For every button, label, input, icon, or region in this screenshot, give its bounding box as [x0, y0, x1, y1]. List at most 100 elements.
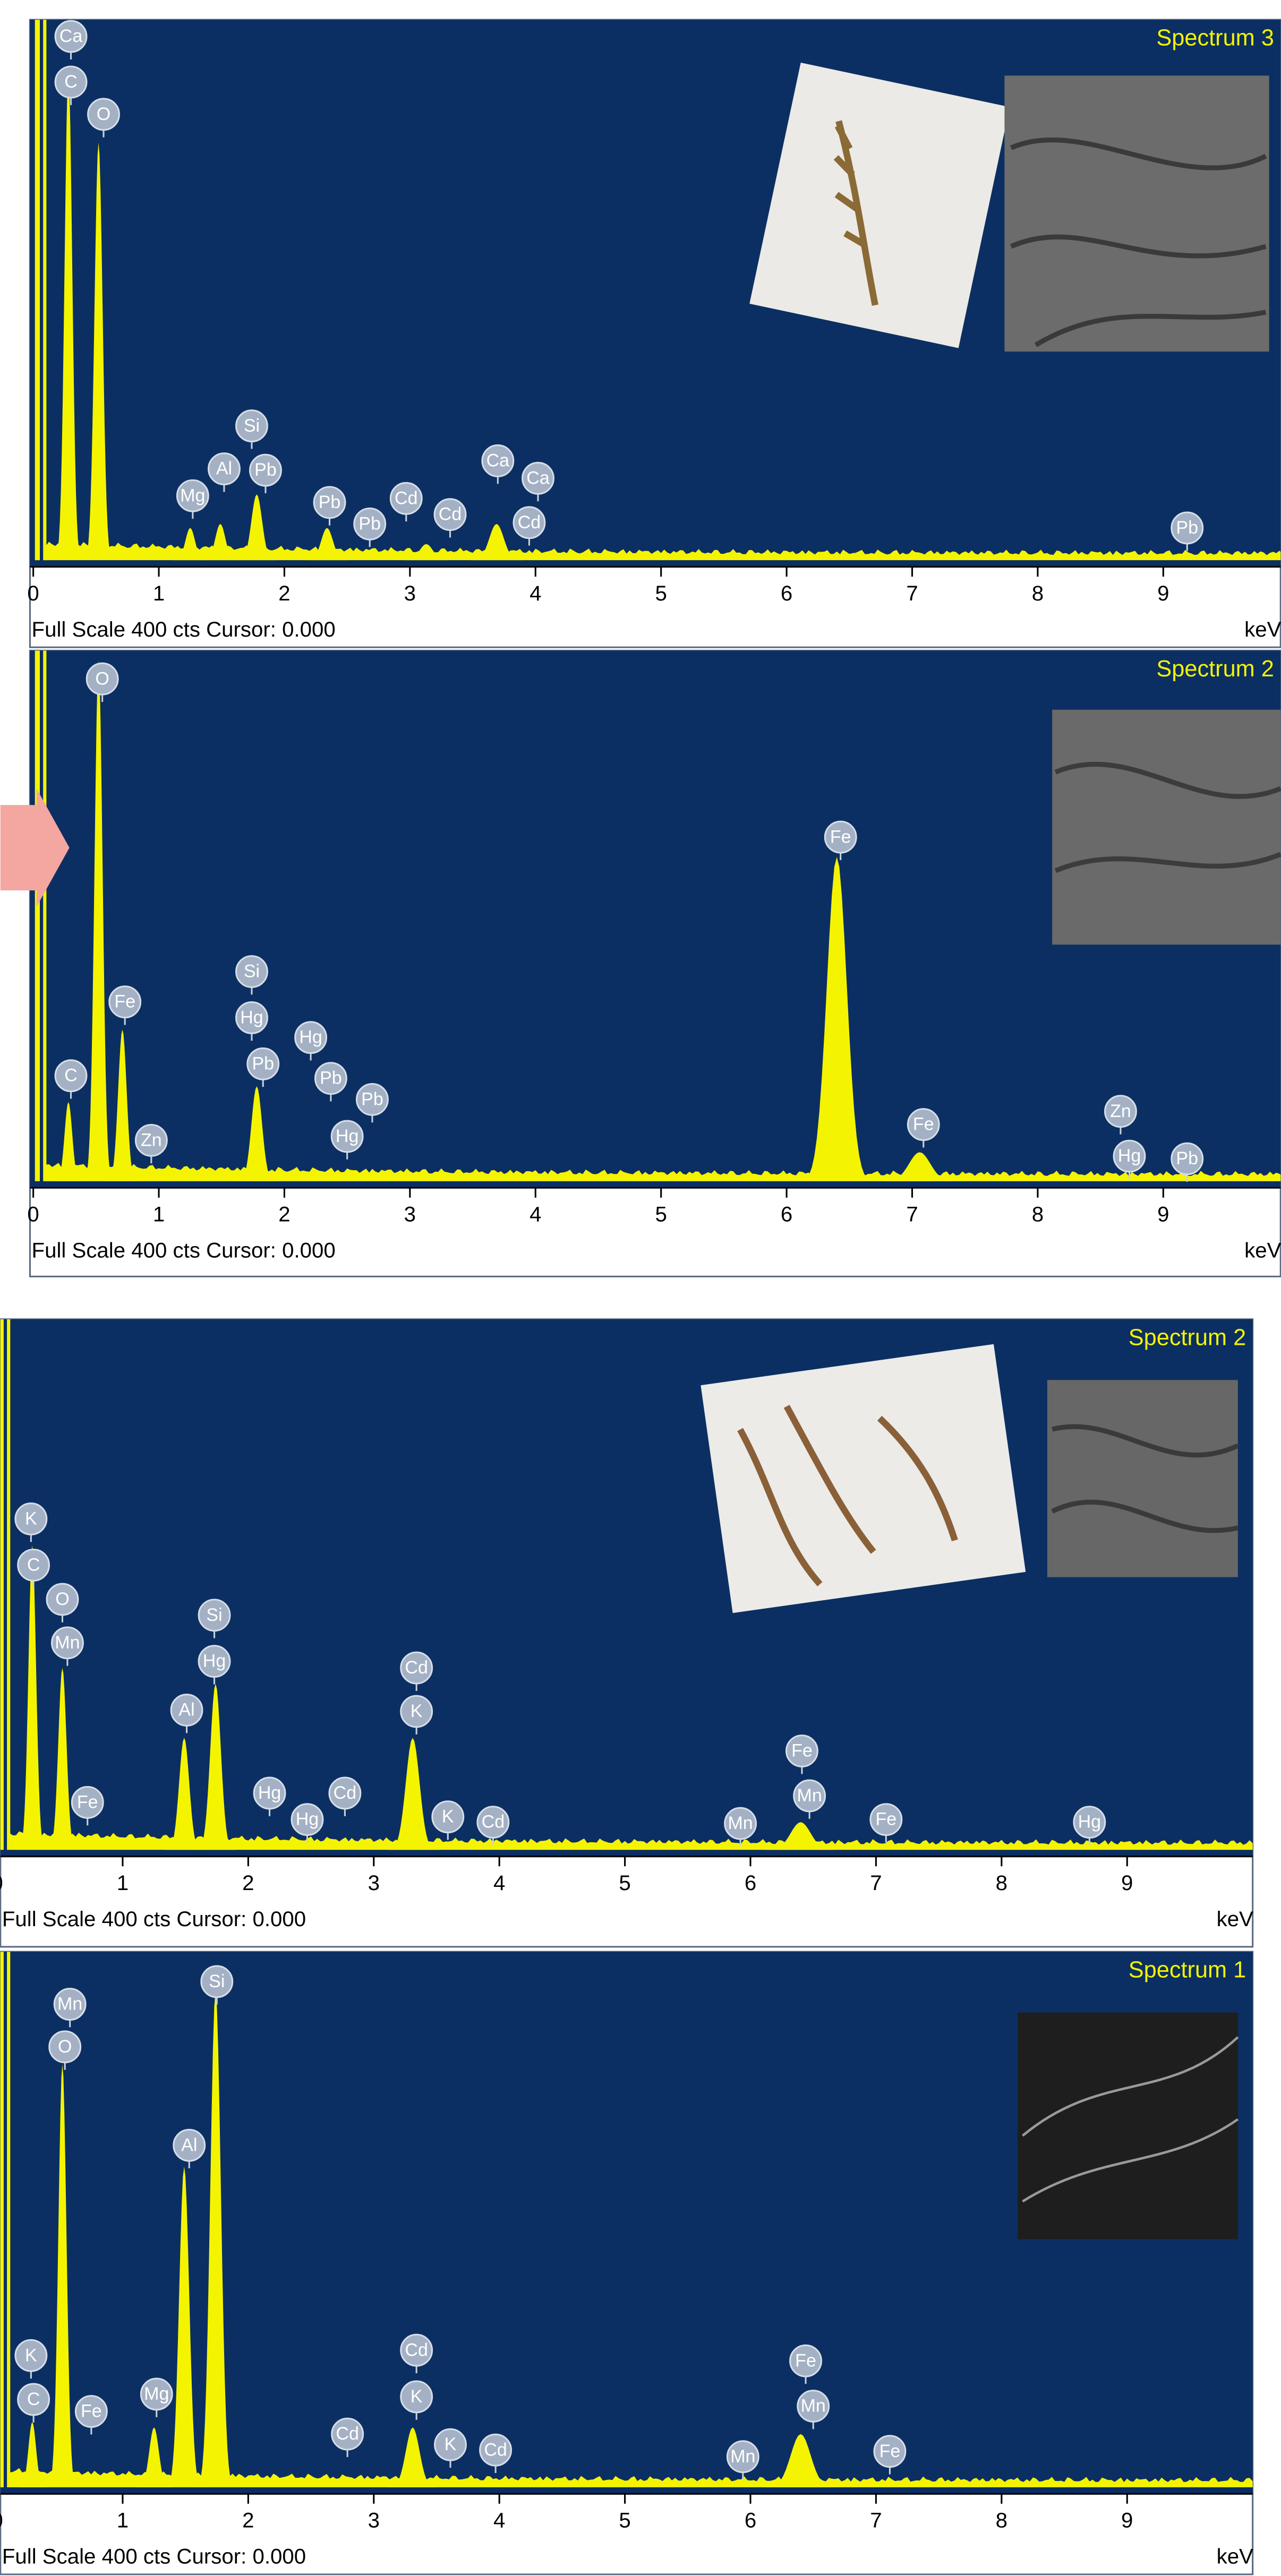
x-tick-label: 0 [0, 2509, 3, 2532]
x-tick-label: 2 [242, 1871, 254, 1895]
element-label: Zn [141, 1130, 162, 1150]
element-label: Mg [144, 2384, 169, 2404]
zero-peak [7, 1319, 10, 1850]
element-label: Ca [526, 468, 550, 488]
zero-peak [43, 650, 46, 1181]
zero-peak [35, 650, 40, 1181]
element-label: K [445, 2434, 457, 2454]
x-tick-label: 8 [1032, 1202, 1044, 1226]
element-label: Ca [486, 451, 510, 471]
element-label: Fe [879, 2441, 901, 2461]
x-unit: keV [1244, 1239, 1281, 1263]
x-tick-label: 5 [619, 1871, 630, 1895]
spectrum-title: Spectrum 1 [1129, 1957, 1246, 1983]
footer: Full Scale 400 cts Cursor: 0.000 [32, 1239, 336, 1263]
element-label: Mn [57, 1994, 82, 2014]
x-tick-label: 6 [745, 1871, 756, 1895]
element-label: Pb [1176, 518, 1198, 538]
element-label: Al [181, 2135, 197, 2155]
element-label: Zn [1110, 1101, 1131, 1121]
element-label: Pb [361, 1089, 383, 1109]
element-label: C [27, 2389, 40, 2409]
element-label: Si [209, 1971, 225, 1991]
element-label: Mn [728, 1813, 753, 1833]
element-label: Ca [59, 26, 83, 46]
element-label: Cd [334, 1783, 356, 1803]
zero-peak [0, 1319, 4, 1850]
x-tick-label: 3 [368, 1871, 380, 1895]
element-label: Cd [439, 504, 462, 525]
x-tick-label: 8 [996, 2509, 1007, 2532]
x-tick-label: 8 [1032, 581, 1044, 605]
x-tick-label: 7 [906, 1202, 918, 1226]
element-label: Hg [299, 1027, 322, 1047]
x-tick-label: 4 [493, 1871, 505, 1895]
x-tick-label: 8 [996, 1871, 1007, 1895]
element-label: K [442, 1807, 454, 1827]
element-label: Cd [336, 2424, 358, 2444]
element-label: Pb [252, 1053, 274, 1074]
element-label: K [411, 1701, 423, 1721]
x-tick-label: 0 [27, 581, 39, 605]
x-tick-label: 4 [530, 581, 541, 605]
element-label: C [27, 1555, 40, 1575]
page: CaCOMgAlSiPbPbPbCdCdCaCaCdPbSpectrum 301… [0, 0, 1281, 2576]
x-tick-label: 4 [493, 2509, 505, 2532]
element-label: Al [178, 1700, 194, 1720]
element-label: Mn [801, 2396, 826, 2416]
x-tick-label: 3 [368, 2509, 380, 2532]
element-label: K [25, 2345, 37, 2365]
element-label: C [64, 1066, 78, 1086]
zero-peak [43, 20, 46, 560]
element-label: Pb [319, 492, 341, 512]
element-label: O [97, 104, 110, 124]
figure: CaCOMgAlSiPbPbPbCdCdCaCaCdPbSpectrum 301… [0, 0, 1281, 2576]
element-label: Fe [114, 992, 135, 1012]
element-label: Hg [203, 1651, 226, 1671]
element-label: Fe [81, 2401, 102, 2422]
element-label: C [64, 72, 78, 92]
footer: Full Scale 400 cts Cursor: 0.000 [2, 2545, 306, 2569]
element-label: Cd [484, 2440, 507, 2460]
x-tick-label: 1 [153, 1202, 165, 1226]
x-tick-label: 2 [278, 1202, 290, 1226]
element-label: Fe [913, 1114, 934, 1135]
element-label: Fe [791, 1741, 813, 1761]
element-label: Mn [797, 1785, 822, 1806]
x-tick-label: 9 [1157, 1202, 1169, 1226]
element-label: Pb [320, 1068, 342, 1088]
spectrum-title: Spectrum 2 [1156, 656, 1274, 682]
zero-peak [7, 1952, 10, 2487]
element-label: Pb [358, 513, 381, 534]
zero-peak [0, 1952, 4, 2487]
element-label: Si [206, 1605, 222, 1625]
element-label: Hg [258, 1783, 281, 1803]
element-label: Hg [336, 1126, 358, 1146]
zero-peak [35, 20, 40, 560]
element-label: Al [216, 459, 232, 479]
element-label: Cd [518, 512, 541, 533]
element-label: Hg [1118, 1146, 1141, 1166]
x-tick-label: 3 [404, 581, 416, 605]
x-tick-label: 9 [1157, 581, 1169, 605]
element-label: K [25, 1509, 37, 1529]
plant-photo [701, 1344, 1026, 1613]
element-label: Fe [830, 827, 851, 847]
element-label: Pb [254, 460, 277, 480]
photo [701, 1344, 1026, 1613]
sem-image [1004, 75, 1269, 351]
x-tick-label: 0 [0, 1871, 3, 1895]
spectrum-title: Spectrum 3 [1156, 25, 1274, 51]
sem-image [1047, 1380, 1238, 1577]
element-label: Si [244, 416, 260, 436]
x-unit: keV [1217, 2545, 1253, 2569]
sem-image [1052, 710, 1280, 944]
x-tick-label: 5 [655, 581, 667, 605]
x-tick-label: 2 [242, 2509, 254, 2532]
x-tick-label: 6 [781, 1202, 792, 1226]
x-tick-label: 5 [619, 2509, 630, 2532]
element-label: O [95, 668, 109, 689]
element-label: Fe [875, 1809, 896, 1830]
x-tick-label: 7 [870, 1871, 882, 1895]
element-label: Cd [405, 2340, 428, 2360]
